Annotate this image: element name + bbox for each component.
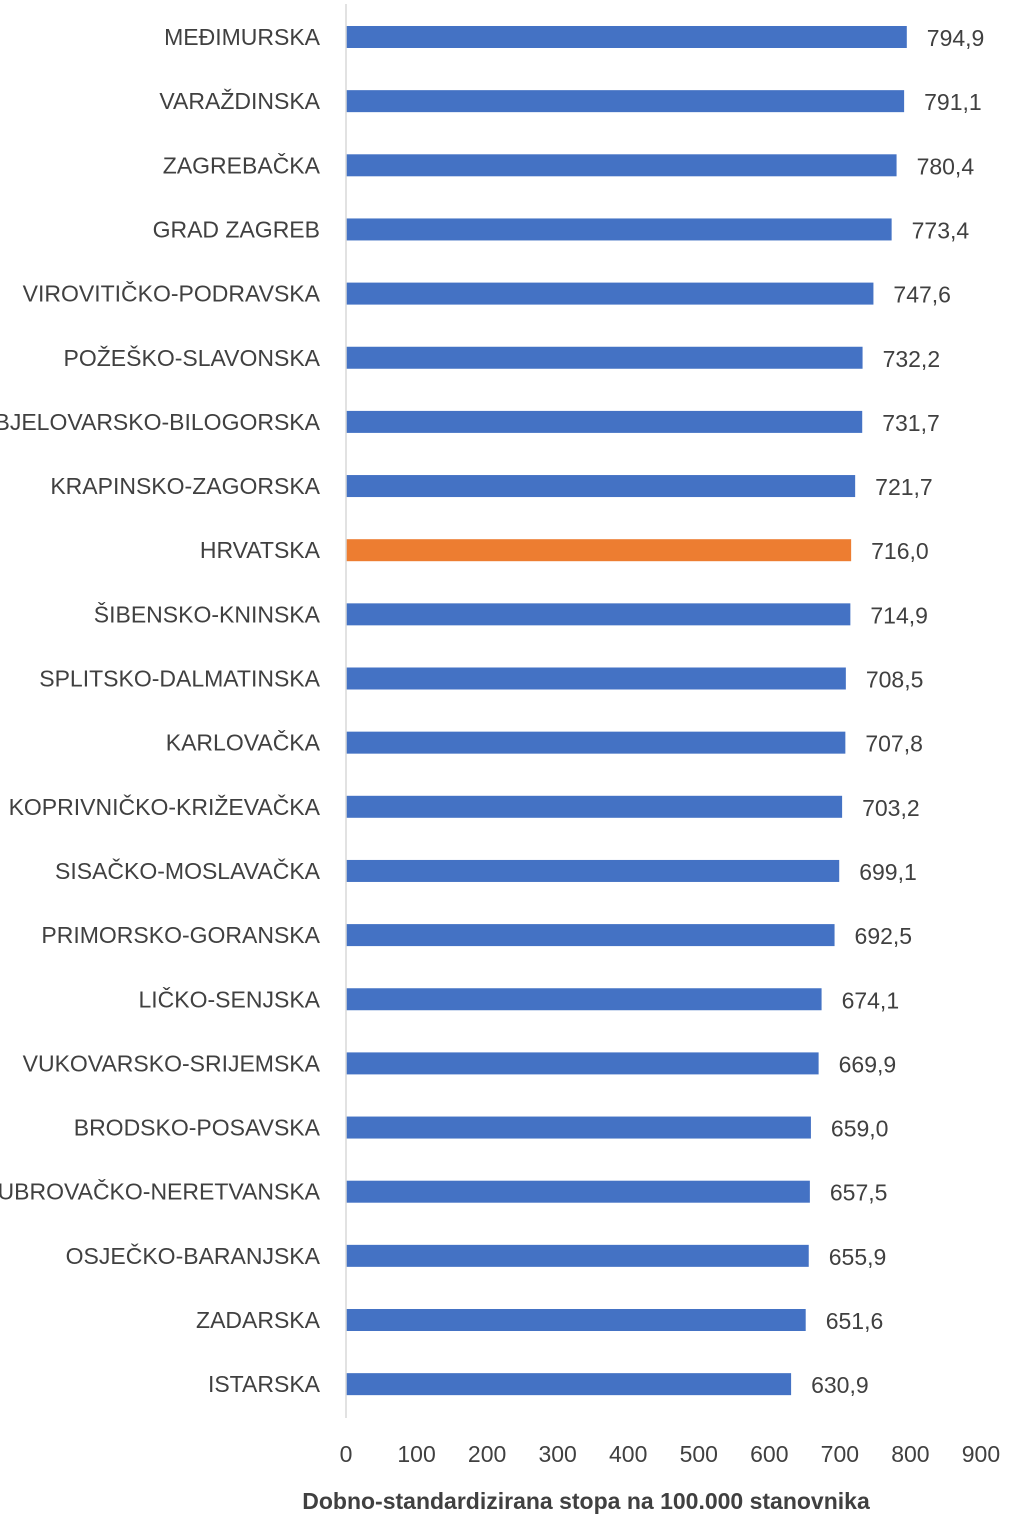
category-label: OSJEČKO-BARANJSKA	[66, 1242, 321, 1269]
category-label: BRODSKO-POSAVSKA	[74, 1115, 321, 1141]
bar	[346, 1180, 810, 1203]
data-label: 731,7	[882, 410, 940, 436]
data-label: 655,9	[829, 1244, 887, 1270]
category-label: ŠIBENSKO-KNINSKA	[94, 600, 321, 627]
value-labels: 794,9 791,1 780,4 773,4 747,6 732,2 731,7 721,7…	[811, 25, 984, 1398]
bar	[346, 1052, 819, 1075]
data-label: 773,4	[912, 217, 970, 243]
category-label: POŽEŠKO-SLAVONSKA	[64, 344, 321, 371]
data-label: 659,0	[831, 1116, 889, 1142]
category-label: VARAŽDINSKA	[159, 88, 320, 114]
data-label: 651,6	[826, 1308, 884, 1334]
bar-highlight	[346, 539, 852, 562]
bar	[346, 410, 863, 433]
category-label: BJELOVARSKO-BILOGORSKA	[0, 409, 321, 435]
x-tick-label: 800	[891, 1441, 929, 1467]
category-label: UBROVAČKO-NERETVANSKA	[0, 1178, 321, 1205]
data-label: 669,9	[839, 1051, 897, 1077]
x-tick-label: 300	[538, 1441, 576, 1467]
bar	[346, 282, 874, 305]
data-label: 699,1	[859, 859, 917, 885]
category-label: ZAGREBAČKA	[163, 151, 321, 178]
data-label: 794,9	[927, 25, 985, 51]
bars-group	[346, 26, 907, 1396]
category-label: KRAPINSKO-ZAGORSKA	[50, 473, 320, 499]
x-tick-label: 600	[750, 1441, 788, 1467]
bar	[346, 667, 846, 690]
bar	[346, 603, 851, 626]
bar	[346, 26, 907, 48]
bar	[346, 1116, 811, 1139]
data-label: 716,0	[871, 538, 929, 564]
category-label: GRAD ZAGREB	[153, 216, 320, 242]
category-label: SPLITSKO-DALMATINSKA	[39, 666, 320, 692]
bar	[346, 346, 863, 369]
category-label: VIROVITIČKO-PODRAVSKA	[23, 280, 321, 307]
category-label: MEĐIMURSKA	[164, 24, 321, 50]
bar	[346, 795, 843, 818]
data-label: 657,5	[830, 1180, 888, 1206]
category-label: HRVATSKA	[200, 537, 321, 563]
bar	[346, 988, 822, 1011]
data-label: 674,1	[842, 987, 900, 1013]
data-label: 780,4	[917, 153, 975, 179]
bar	[346, 731, 846, 754]
x-tick-label: 100	[397, 1441, 435, 1467]
category-label: ISTARSKA	[208, 1371, 321, 1397]
x-axis-title: Dobno-standardizirana stopa na 100.000 s…	[302, 1488, 870, 1514]
category-label: KARLOVAČKA	[166, 729, 321, 756]
bar	[346, 1244, 809, 1267]
data-label: 708,5	[866, 667, 924, 693]
bar	[346, 1309, 806, 1331]
data-label: 732,2	[883, 346, 941, 372]
x-tick-label: 400	[609, 1441, 647, 1467]
data-label: 714,9	[870, 602, 928, 628]
x-tick-label: 900	[962, 1441, 1000, 1467]
x-tick-label: 0	[340, 1441, 353, 1467]
data-label: 747,6	[893, 282, 951, 308]
x-tick-labels: 0 100 200 300 400 500 600 700 800 900	[340, 1441, 1001, 1467]
data-label: 703,2	[862, 795, 920, 821]
category-label: SISAČKO-MOSLAVAČKA	[55, 857, 321, 884]
category-label: LIČKO-SENJSKA	[139, 985, 321, 1012]
x-tick-label: 700	[821, 1441, 859, 1467]
bar	[346, 924, 835, 947]
data-label: 707,8	[865, 731, 923, 757]
category-label: PRIMORSKO-GORANSKA	[41, 922, 320, 948]
bar	[346, 1373, 792, 1396]
x-tick-label: 500	[680, 1441, 718, 1467]
data-label: 692,5	[855, 923, 913, 949]
category-labels: MEĐIMURSKA VARAŽDINSKA ZAGREBAČKA GRAD ZAGR…	[0, 24, 321, 1397]
data-label: 630,9	[811, 1372, 869, 1398]
bar	[346, 859, 840, 882]
category-label: KOPRIVNIČKO-KRIŽEVAČKA	[9, 793, 321, 820]
category-label: ZADARSKA	[196, 1307, 321, 1333]
data-label: 721,7	[875, 474, 933, 500]
data-label: 791,1	[924, 89, 982, 115]
category-label: VUKOVARSKO-SRIJEMSKA	[23, 1050, 321, 1076]
bar	[346, 90, 905, 113]
bar	[346, 475, 856, 498]
bar	[346, 154, 897, 177]
bar	[346, 218, 892, 241]
x-tick-label: 200	[468, 1441, 506, 1467]
